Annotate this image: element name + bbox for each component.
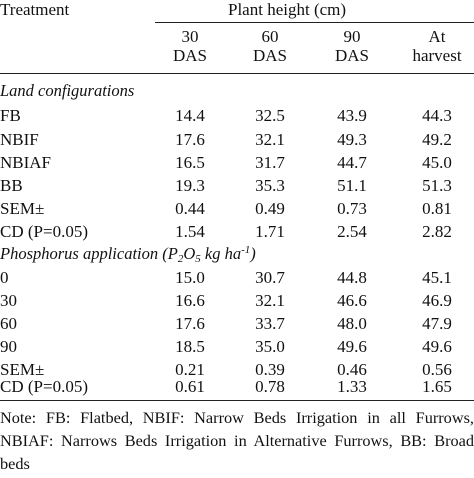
cell-value: 32.1 bbox=[255, 130, 285, 149]
cell-value: 45.1 bbox=[422, 268, 452, 287]
cell-value: 0.46 bbox=[337, 360, 367, 379]
cell-value: 44.8 bbox=[337, 268, 367, 287]
cell-value: 0.78 bbox=[255, 377, 285, 396]
row-label: FB bbox=[0, 106, 21, 125]
cell-value: 18.5 bbox=[175, 337, 205, 356]
cell-value: 47.9 bbox=[422, 314, 452, 333]
row-label: NBIF bbox=[0, 130, 39, 149]
row-label: 60 bbox=[0, 314, 17, 333]
cell-value: 43.9 bbox=[337, 106, 367, 125]
row-label: CD (P=0.05) bbox=[0, 222, 88, 241]
header-bottom-rule bbox=[0, 73, 474, 74]
cell-value: 17.6 bbox=[175, 130, 205, 149]
cell-value: 45.0 bbox=[422, 153, 452, 172]
cell-value: 32.1 bbox=[255, 291, 285, 310]
table-bottom-rule bbox=[0, 400, 474, 401]
cell-value: 31.7 bbox=[255, 153, 285, 172]
col-60das-line1: 60 bbox=[261, 27, 279, 46]
row-label: SEM± bbox=[0, 199, 45, 218]
cell-value: 1.65 bbox=[422, 377, 452, 396]
cell-value: 51.1 bbox=[337, 176, 367, 195]
cell-value: 19.3 bbox=[175, 176, 205, 195]
cell-value: 17.6 bbox=[175, 314, 205, 333]
cell-value: 0.39 bbox=[255, 360, 285, 379]
cell-value: 0.44 bbox=[175, 199, 205, 218]
cell-value: 35.3 bbox=[255, 176, 285, 195]
cell-value: 0.81 bbox=[422, 199, 452, 218]
cell-value: 16.5 bbox=[175, 153, 205, 172]
plant-height-group-header: Plant height (cm) bbox=[228, 0, 347, 19]
col-60das-line2: DAS bbox=[252, 46, 287, 65]
cell-value: 30.7 bbox=[255, 268, 285, 287]
cell-value: 1.33 bbox=[337, 377, 367, 396]
col-harvest-line1: At bbox=[428, 27, 446, 46]
cell-value: 16.6 bbox=[175, 291, 205, 310]
row-label: 90 bbox=[0, 337, 17, 356]
row-label: CD (P=0.05) bbox=[0, 377, 88, 396]
section-title-land: Land configurations bbox=[0, 81, 135, 100]
table-footnote: Note: FB: Flatbed, NBIF: Narrow Beds Irr… bbox=[0, 408, 474, 473]
section-title-phosphorus: Phosphorus application (P2O5 kg ha-1) bbox=[0, 244, 256, 265]
cell-value: 49.6 bbox=[337, 337, 367, 356]
cell-value: 15.0 bbox=[175, 268, 205, 287]
cell-value: 49.6 bbox=[422, 337, 452, 356]
col-90das-line2: DAS bbox=[334, 46, 369, 65]
cell-value: 14.4 bbox=[175, 106, 205, 125]
cell-value: 2.82 bbox=[422, 222, 452, 241]
row-label: BB bbox=[0, 176, 23, 195]
col-90das-line1: 90 bbox=[343, 27, 361, 46]
cell-value: 51.3 bbox=[422, 176, 452, 195]
cell-value: 0.73 bbox=[337, 199, 367, 218]
cell-value: 32.5 bbox=[255, 106, 285, 125]
col-harvest-line2: harvest bbox=[412, 46, 462, 65]
row-label: 0 bbox=[0, 268, 9, 287]
row-label: 30 bbox=[0, 291, 17, 310]
treatment-header: Treatment bbox=[0, 0, 70, 19]
cell-value: 48.0 bbox=[337, 314, 367, 333]
cell-value: 49.2 bbox=[422, 130, 452, 149]
cell-value: 0.49 bbox=[255, 199, 285, 218]
cell-value: 2.54 bbox=[337, 222, 367, 241]
cell-value: 0.56 bbox=[422, 360, 452, 379]
row-label: SEM± bbox=[0, 360, 45, 379]
cell-value: 33.7 bbox=[255, 314, 285, 333]
col-30das-line2: DAS bbox=[172, 46, 207, 65]
group-header-rule bbox=[155, 22, 474, 23]
cell-value: 35.0 bbox=[255, 337, 285, 356]
cell-value: 44.3 bbox=[422, 106, 452, 125]
cell-value: 46.6 bbox=[337, 291, 367, 310]
cell-value: 49.3 bbox=[337, 130, 367, 149]
cell-value: 0.61 bbox=[175, 377, 205, 396]
cell-value: 1.71 bbox=[255, 222, 285, 241]
col-30das-line1: 30 bbox=[181, 27, 199, 46]
row-label: NBIAF bbox=[0, 153, 52, 172]
cell-value: 1.54 bbox=[175, 222, 205, 241]
cell-value: 0.21 bbox=[175, 360, 205, 379]
cell-value: 46.9 bbox=[422, 291, 452, 310]
cell-value: 44.7 bbox=[337, 153, 367, 172]
